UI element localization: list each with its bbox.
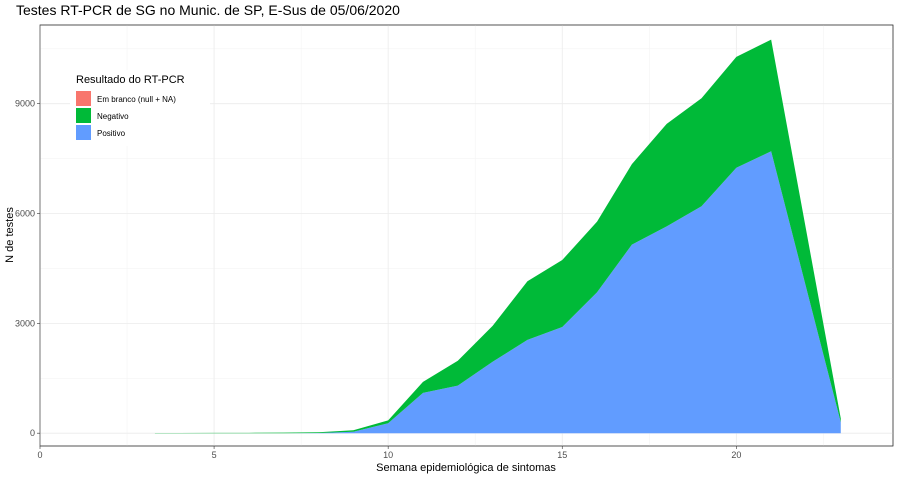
- x-tick-label: 0: [37, 450, 42, 460]
- x-tick-label: 5: [212, 450, 217, 460]
- x-tick-label: 15: [557, 450, 567, 460]
- legend: Resultado do RT-PCR Em branco (null + NA…: [70, 70, 210, 146]
- legend-label-positivo: Positivo: [97, 129, 126, 138]
- chart-title: Testes RT-PCR de SG no Munic. de SP, E-S…: [16, 2, 400, 18]
- y-axis-title: N de testes: [4, 207, 16, 263]
- y-axis: 0 3000 6000 9000: [15, 99, 40, 438]
- x-axis-title: Semana epidemiológica de sintomas: [376, 462, 556, 474]
- legend-key-em-branco: [76, 91, 91, 106]
- x-tick-label: 20: [731, 450, 741, 460]
- y-tick-label: 9000: [15, 99, 35, 109]
- plot-border: [39, 24, 894, 447]
- legend-key-positivo: [76, 125, 91, 140]
- y-tick-label: 6000: [15, 209, 35, 219]
- x-tick-label: 10: [383, 450, 393, 460]
- area-series: [154, 39, 841, 434]
- x-axis: 0 5 10 15 20: [37, 446, 741, 460]
- area-positivo: [154, 151, 841, 434]
- y-tick-label: 0: [30, 428, 35, 438]
- y-tick-label: 3000: [15, 318, 35, 328]
- legend-background: [70, 70, 210, 146]
- legend-label-em-branco: Em branco (null + NA): [97, 95, 176, 104]
- area-negativo: [154, 39, 841, 434]
- legend-key-negativo: [76, 108, 91, 123]
- legend-label-negativo: Negativo: [97, 112, 129, 121]
- legend-title: Resultado do RT-PCR: [76, 74, 185, 86]
